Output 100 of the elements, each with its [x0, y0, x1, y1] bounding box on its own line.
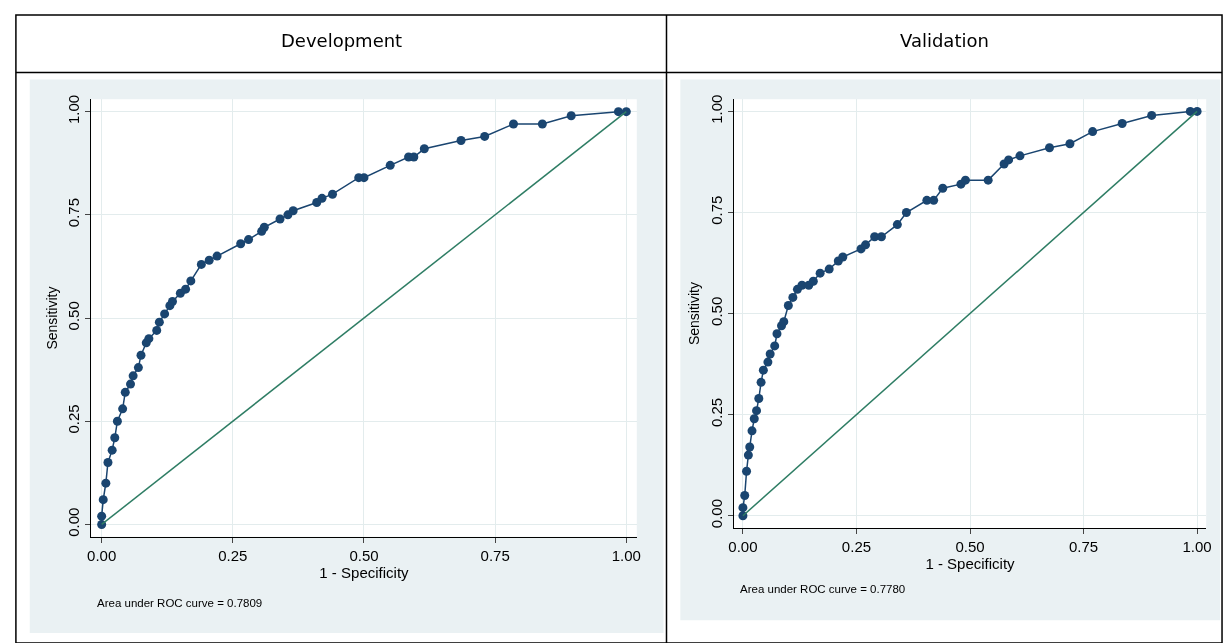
point [1117, 119, 1127, 129]
point [212, 251, 222, 261]
point [259, 222, 269, 232]
x-tick-label: 0.75 [480, 546, 510, 564]
point [98, 495, 108, 505]
x-tick-label: 1.00 [1182, 537, 1212, 555]
x-tick-label: 0.00 [87, 546, 117, 564]
point [1004, 155, 1014, 165]
y-axis-title: Sensitivity [43, 286, 60, 350]
x-axis-title: 1 - Specificity [319, 563, 410, 581]
point [509, 119, 518, 129]
y-tick-label: 0.50 [707, 296, 725, 326]
y-tick-label: 1.00 [65, 94, 83, 124]
point [1045, 143, 1054, 153]
point [154, 317, 164, 327]
point [1088, 127, 1098, 137]
point [118, 404, 128, 414]
point [97, 519, 107, 529]
point [160, 309, 170, 319]
point [136, 350, 146, 360]
point [740, 491, 750, 501]
point [752, 406, 762, 416]
point [892, 220, 902, 230]
point [824, 264, 834, 274]
x-tick-label: 0.25 [218, 546, 248, 564]
point [772, 329, 782, 339]
point [103, 458, 113, 468]
point [808, 276, 818, 286]
point [756, 377, 766, 387]
point [749, 414, 759, 424]
point [745, 442, 755, 452]
point [480, 131, 490, 141]
point [742, 466, 752, 476]
point [938, 183, 948, 193]
y-tick-label: 0.50 [65, 301, 83, 331]
point [317, 193, 327, 203]
point [758, 365, 768, 375]
point [204, 255, 214, 265]
point [126, 379, 136, 389]
point [738, 503, 748, 513]
y-axis-title: Sensitivity [686, 282, 703, 346]
point [929, 195, 939, 205]
point [196, 259, 206, 269]
point [770, 341, 780, 351]
point [236, 239, 246, 249]
point [133, 363, 143, 373]
point [788, 292, 798, 302]
y-tick-label: 0.75 [65, 197, 83, 228]
point [1147, 110, 1157, 120]
chart-title: Validation [900, 30, 989, 51]
y-tick-label: 0.00 [707, 498, 725, 529]
point [861, 240, 871, 250]
point [743, 450, 753, 460]
point [960, 175, 970, 185]
y-tick-label: 0.75 [707, 195, 725, 225]
point [783, 300, 793, 310]
point [167, 297, 177, 307]
point [128, 371, 138, 381]
point [181, 284, 191, 294]
point [1065, 139, 1075, 149]
x-tick-label: 0.50 [955, 537, 985, 555]
point [901, 207, 911, 217]
point [838, 252, 848, 262]
x-axis-title: 1 - Specificity [925, 554, 1016, 572]
y-tick-label: 0.25 [65, 404, 83, 434]
point [566, 111, 576, 121]
point [186, 276, 196, 286]
point [101, 478, 111, 488]
point [983, 175, 993, 185]
point [97, 511, 107, 521]
point [621, 107, 631, 117]
point [754, 394, 764, 403]
point [613, 107, 623, 117]
x-tick-label: 0.25 [841, 537, 872, 555]
point [275, 214, 285, 224]
point [779, 317, 789, 327]
point [815, 268, 825, 278]
point [152, 325, 162, 335]
point [747, 426, 757, 436]
point [120, 387, 130, 397]
point [537, 119, 547, 129]
point [419, 144, 429, 154]
x-tick-label: 0.75 [1068, 537, 1099, 555]
x-tick-label: 0.50 [349, 546, 379, 564]
x-tick-label: 0.00 [728, 537, 758, 555]
chart-title: Development [281, 30, 403, 51]
y-tick-label: 0.25 [707, 397, 725, 428]
point [288, 206, 298, 216]
point [244, 235, 254, 245]
point [1015, 151, 1025, 161]
point [328, 189, 337, 199]
y-tick-label: 1.00 [707, 94, 725, 124]
point [763, 357, 773, 367]
point [112, 416, 122, 426]
point [456, 136, 466, 146]
point [110, 433, 120, 443]
point [107, 445, 117, 455]
point [765, 349, 775, 359]
point [144, 334, 154, 344]
x-tick-label: 1.00 [611, 546, 641, 564]
